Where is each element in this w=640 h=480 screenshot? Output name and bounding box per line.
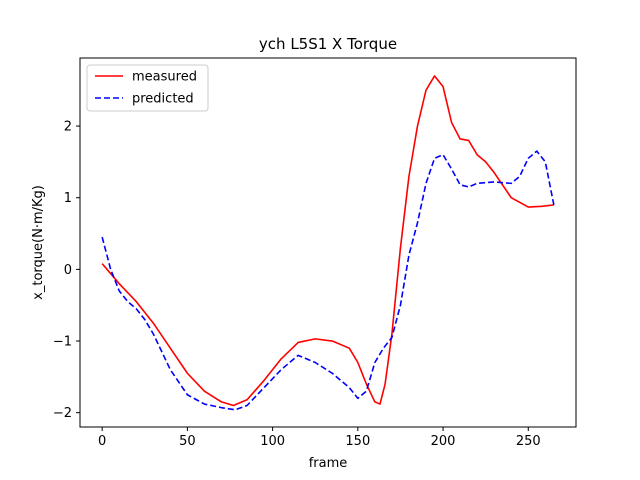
- legend-label-predicted: predicted: [132, 92, 194, 107]
- y-tick-label: 1: [64, 191, 72, 206]
- chart-title: ych L5S1 X Torque: [259, 35, 397, 53]
- x-tick-label: 200: [431, 434, 456, 449]
- legend-label-measured: measured: [132, 70, 197, 85]
- x-tick-label: 250: [516, 434, 541, 449]
- x-tick-label: 100: [260, 434, 285, 449]
- x-tick-label: 50: [179, 434, 196, 449]
- series-line-predicted: [101, 150, 555, 411]
- x-axis-label: frame: [309, 456, 348, 471]
- legend: measured predicted: [86, 64, 209, 112]
- plot-area: 0 50 100 150 200 250 −2 −1 0 1 2: [53, 57, 577, 449]
- y-tick-label: −1: [53, 335, 72, 350]
- axes-frame: [79, 57, 577, 428]
- series-layer: [101, 75, 555, 411]
- x-axis-ticks: 0 50 100 150 200 250: [98, 427, 541, 449]
- x-tick-label: 0: [98, 434, 106, 449]
- y-tick-label: 0: [64, 263, 72, 278]
- y-tick-label: 2: [64, 120, 72, 135]
- x-tick-label: 150: [345, 434, 370, 449]
- y-axis-ticks: −2 −1 0 1 2: [53, 120, 80, 421]
- y-axis-label: x_torque(N·m/Kg): [31, 185, 46, 300]
- series-line-measured: [101, 75, 554, 407]
- y-tick-label: −2: [53, 406, 72, 421]
